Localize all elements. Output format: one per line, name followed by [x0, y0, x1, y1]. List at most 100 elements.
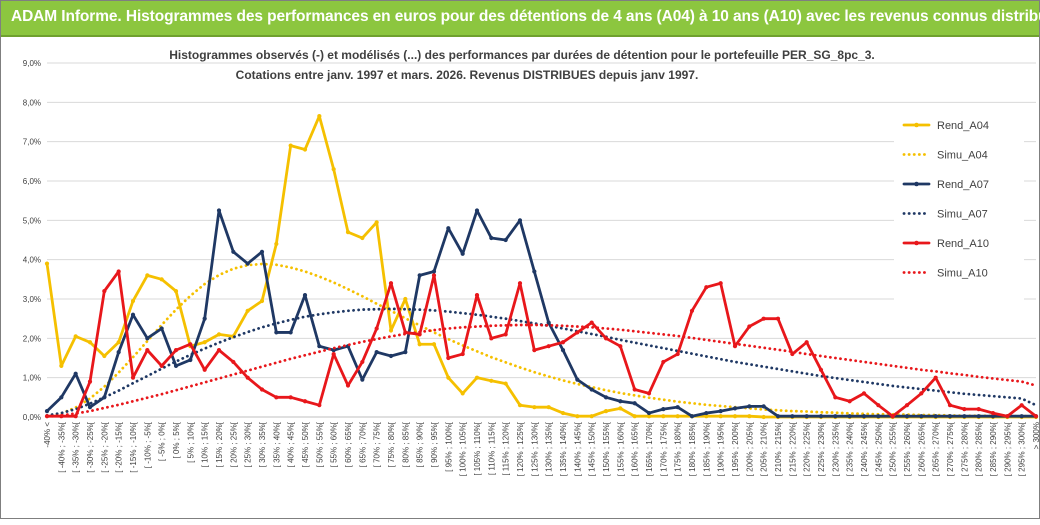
- data-point: [102, 289, 107, 294]
- x-tick-label: [ 80% ; 85%[: [401, 421, 410, 467]
- x-tick-label: [ 35% ; 40%[: [272, 421, 281, 467]
- data-point: [317, 114, 322, 119]
- data-point: [861, 391, 867, 396]
- data-point: [575, 330, 580, 335]
- data-point: [718, 409, 723, 414]
- data-point: [231, 249, 236, 254]
- data-point: [589, 414, 594, 419]
- x-tick-label: [ 250% ; 255%[: [889, 421, 898, 476]
- data-point: [59, 363, 64, 368]
- data-point: [245, 308, 250, 313]
- data-point: [933, 375, 938, 380]
- data-point: [589, 320, 594, 325]
- x-tick-label: [ 105% ; 110%[: [473, 421, 482, 475]
- data-point: [159, 326, 164, 331]
- x-tick-label: -40% <: [43, 422, 52, 448]
- data-point: [417, 273, 422, 278]
- data-point: [202, 367, 207, 372]
- x-tick-label: [ 290% ; 295%[: [1003, 421, 1012, 476]
- data-point: [130, 298, 136, 304]
- data-point: [575, 414, 580, 419]
- x-tick-label: [ 5% ; 10%[: [186, 421, 195, 463]
- legend-marker: [914, 181, 919, 187]
- data-point: [116, 269, 121, 274]
- data-point: [302, 292, 308, 298]
- x-tick-label: [ 25% ; 30%[: [244, 421, 253, 467]
- x-tick-label: [ 205% ; 210%[: [760, 421, 769, 476]
- data-point: [560, 348, 566, 353]
- data-point: [675, 405, 680, 410]
- x-tick-label: [ 100% ; 105%[: [459, 421, 468, 476]
- x-tick-label: [ 95% ; 100%[: [444, 421, 453, 472]
- data-point: [460, 391, 465, 396]
- data-point: [245, 375, 250, 380]
- data-point: [675, 414, 680, 419]
- x-tick-label: [ 135% ; 140%[: [559, 421, 568, 476]
- x-tick-label: [ 130% ; 135%[: [545, 421, 554, 476]
- x-tick-label: [ 265% ; 270%[: [932, 421, 941, 476]
- x-tick-label: [ 145% ; 150%[: [588, 421, 597, 476]
- y-tick-label: 1,0%: [23, 374, 41, 383]
- x-tick-label: [ -40% ; -35%[: [57, 421, 66, 472]
- data-point: [460, 251, 465, 256]
- data-point: [517, 281, 523, 286]
- x-tick-label: [ 235% ; 240%[: [846, 421, 855, 476]
- y-tick-label: 2,0%: [23, 334, 41, 343]
- data-point: [1005, 414, 1010, 419]
- x-tick-label: [ -35% ; -30%[: [72, 421, 81, 472]
- x-tick-label: [ 185% ; 190%[: [702, 421, 711, 476]
- series-lines: [44, 114, 1039, 420]
- data-point: [560, 410, 566, 416]
- data-point: [747, 324, 752, 329]
- data-point: [145, 336, 150, 341]
- data-point: [231, 359, 236, 365]
- data-point: [990, 410, 996, 416]
- data-point: [876, 414, 881, 419]
- data-point: [302, 399, 308, 404]
- data-point: [847, 414, 852, 419]
- x-tick-label: [ 30% ; 35%[: [258, 421, 267, 467]
- header-banner: ADAM Informe. Histogrammes des performan…: [1, 1, 1040, 37]
- x-tick-label: [ 210% ; 215%[: [774, 421, 783, 476]
- data-point: [532, 405, 537, 410]
- data-point: [345, 383, 351, 388]
- x-tick-label: [ 165% ; 170%[: [645, 421, 654, 476]
- data-point: [44, 409, 50, 414]
- data-point: [130, 312, 136, 317]
- data-point: [718, 281, 723, 286]
- x-tick-label: [ 245% ; 250%[: [874, 421, 883, 476]
- data-point: [360, 235, 365, 241]
- data-point: [388, 328, 394, 333]
- data-point: [904, 414, 910, 419]
- x-tick-label: [ 270% ; 275%[: [946, 421, 955, 476]
- x-tick-label: [ 230% ; 235%[: [831, 421, 840, 476]
- data-point: [976, 407, 981, 412]
- data-point: [747, 414, 752, 419]
- y-tick-label: 9,0%: [23, 59, 41, 68]
- data-point: [288, 330, 293, 335]
- data-point: [517, 218, 523, 223]
- x-tick-label: [ 70% ; 75%[: [373, 421, 382, 467]
- data-point: [804, 414, 809, 419]
- data-point: [159, 277, 164, 282]
- data-point: [374, 220, 379, 225]
- x-tick-label: [ -5% ; 0%[: [158, 421, 167, 461]
- x-tick-label: [ 115% ; 120%[: [502, 421, 511, 475]
- data-point: [532, 269, 537, 274]
- data-point: [259, 298, 265, 304]
- data-point: [661, 407, 666, 412]
- data-point: [732, 406, 738, 411]
- y-axis: 0,0% 1,0% 2,0% 3,0% 4,0% 5,0% 6,0% 7,0% 8,0% 9,0%: [23, 59, 41, 422]
- chart-container: 0,0% 1,0% 2,0% 3,0% 4,0% 5,0% 6,0% 7,0% 8,0% 9,0%…: [1, 37, 1040, 520]
- data-point: [431, 273, 437, 278]
- x-tick-label: [ 160% ; 165%[: [631, 421, 640, 476]
- data-point: [446, 355, 451, 361]
- x-axis: -40% < [ -40% ; -35%[[ -35% ; -30%[[ -30%…: [43, 416, 1040, 476]
- x-tick-label: [ 125% ; 130%[: [530, 421, 539, 476]
- data-point: [947, 414, 953, 419]
- data-point: [603, 336, 609, 341]
- data-point: [704, 285, 709, 290]
- data-point: [646, 410, 652, 416]
- data-point: [188, 342, 193, 347]
- report-title: ADAM Informe. Histogrammes des performan…: [11, 8, 1040, 25]
